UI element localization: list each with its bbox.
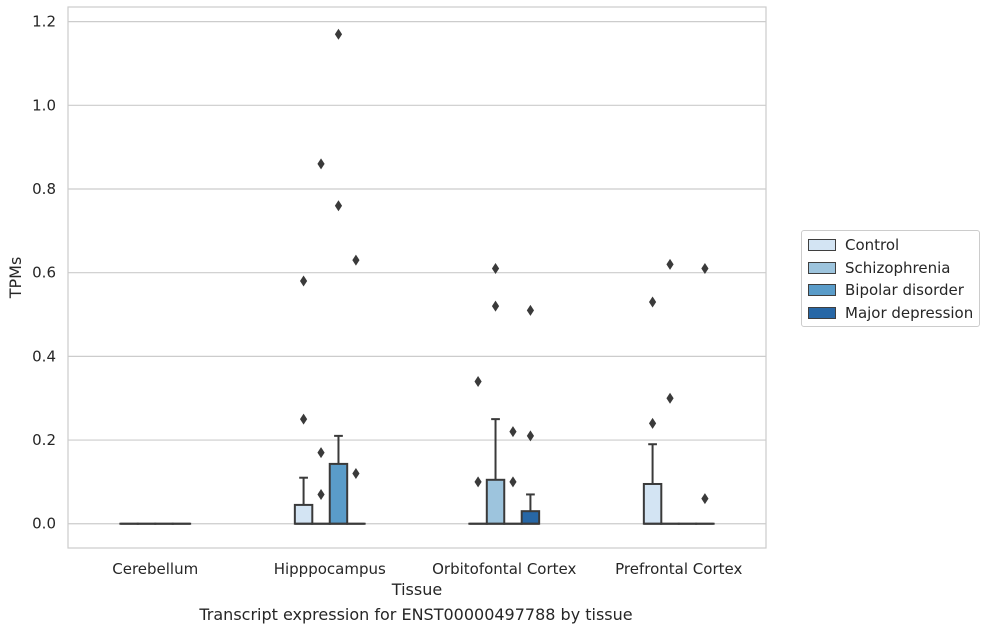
legend-swatch — [808, 261, 836, 274]
legend-item: Major depression — [808, 302, 973, 325]
outlier-point — [474, 476, 482, 488]
box-series — [119, 28, 715, 525]
legend-label: Schizophrenia — [845, 258, 951, 277]
outlier-point — [334, 200, 343, 212]
outlier-point — [491, 300, 500, 312]
box-body — [485, 478, 506, 525]
outlier-point — [299, 413, 308, 425]
outlier-point — [352, 468, 360, 480]
series-schizophrenia — [136, 158, 680, 525]
legend-item: Bipolar disorder — [808, 279, 973, 302]
outlier-point — [474, 375, 482, 387]
outlier-point — [509, 476, 517, 488]
x-tick-label: Cerebellum — [112, 560, 198, 578]
box-body — [520, 510, 541, 525]
x-tick-label: Hipppocampus — [274, 560, 386, 578]
legend: Control Schizophrenia Bipolar disorder Majo… — [801, 230, 981, 327]
box-body — [328, 462, 349, 525]
box-body — [293, 503, 314, 525]
x-axis-ticks: Cerebellum Hipppocampus Orbitofontal Corte… — [112, 560, 742, 578]
legend-swatch — [808, 239, 836, 252]
outlier-point — [334, 28, 343, 40]
legend-label: Bipolar disorder — [845, 281, 964, 300]
y-tick-label: 0.8 — [32, 180, 56, 198]
y-tick-label: 1.0 — [32, 96, 56, 114]
series-major-depression — [171, 254, 715, 525]
outlier-point — [317, 158, 325, 170]
y-tick-label: 0.0 — [32, 515, 56, 533]
y-axis-ticks: 0.0 0.2 0.4 0.6 0.8 1.0 1.2 — [32, 13, 56, 533]
legend-item: Schizophrenia — [808, 257, 973, 280]
outlier-point — [666, 392, 674, 404]
y-tick-label: 0.4 — [32, 347, 56, 365]
y-axis-label: TPMs — [6, 257, 25, 300]
plot-area-frame — [67, 6, 767, 549]
outlier-point — [526, 430, 535, 442]
outlier-point — [526, 304, 535, 316]
outlier-point — [299, 275, 308, 287]
legend-swatch — [808, 284, 836, 297]
outlier-point — [648, 296, 657, 308]
outlier-point — [648, 417, 657, 429]
outlier-point — [317, 488, 325, 500]
x-tick-label: Prefrontal Cortex — [615, 560, 742, 578]
outlier-point — [701, 493, 709, 505]
outlier-point — [317, 447, 325, 459]
outlier-point — [509, 426, 517, 438]
outlier-point — [491, 263, 500, 275]
x-axis-label: Tissue — [391, 580, 442, 599]
outlier-point — [701, 263, 709, 275]
y-tick-label: 0.2 — [32, 431, 56, 449]
series-bipolar-disorder — [154, 28, 698, 525]
y-tick-label: 0.6 — [32, 264, 56, 282]
box-body — [642, 482, 663, 525]
legend-label: Control — [845, 236, 900, 255]
outlier-point — [352, 254, 360, 266]
legend-item: Control — [808, 234, 973, 257]
legend-label: Major depression — [845, 303, 974, 322]
gridlines — [68, 21, 766, 525]
y-tick-label: 1.2 — [32, 13, 56, 31]
chart-caption: Transcript expression for ENST0000049778… — [199, 605, 633, 624]
legend-swatch — [808, 306, 836, 319]
series-control — [119, 275, 663, 525]
outlier-point — [666, 258, 674, 270]
x-tick-label: Orbitofontal Cortex — [432, 560, 576, 578]
